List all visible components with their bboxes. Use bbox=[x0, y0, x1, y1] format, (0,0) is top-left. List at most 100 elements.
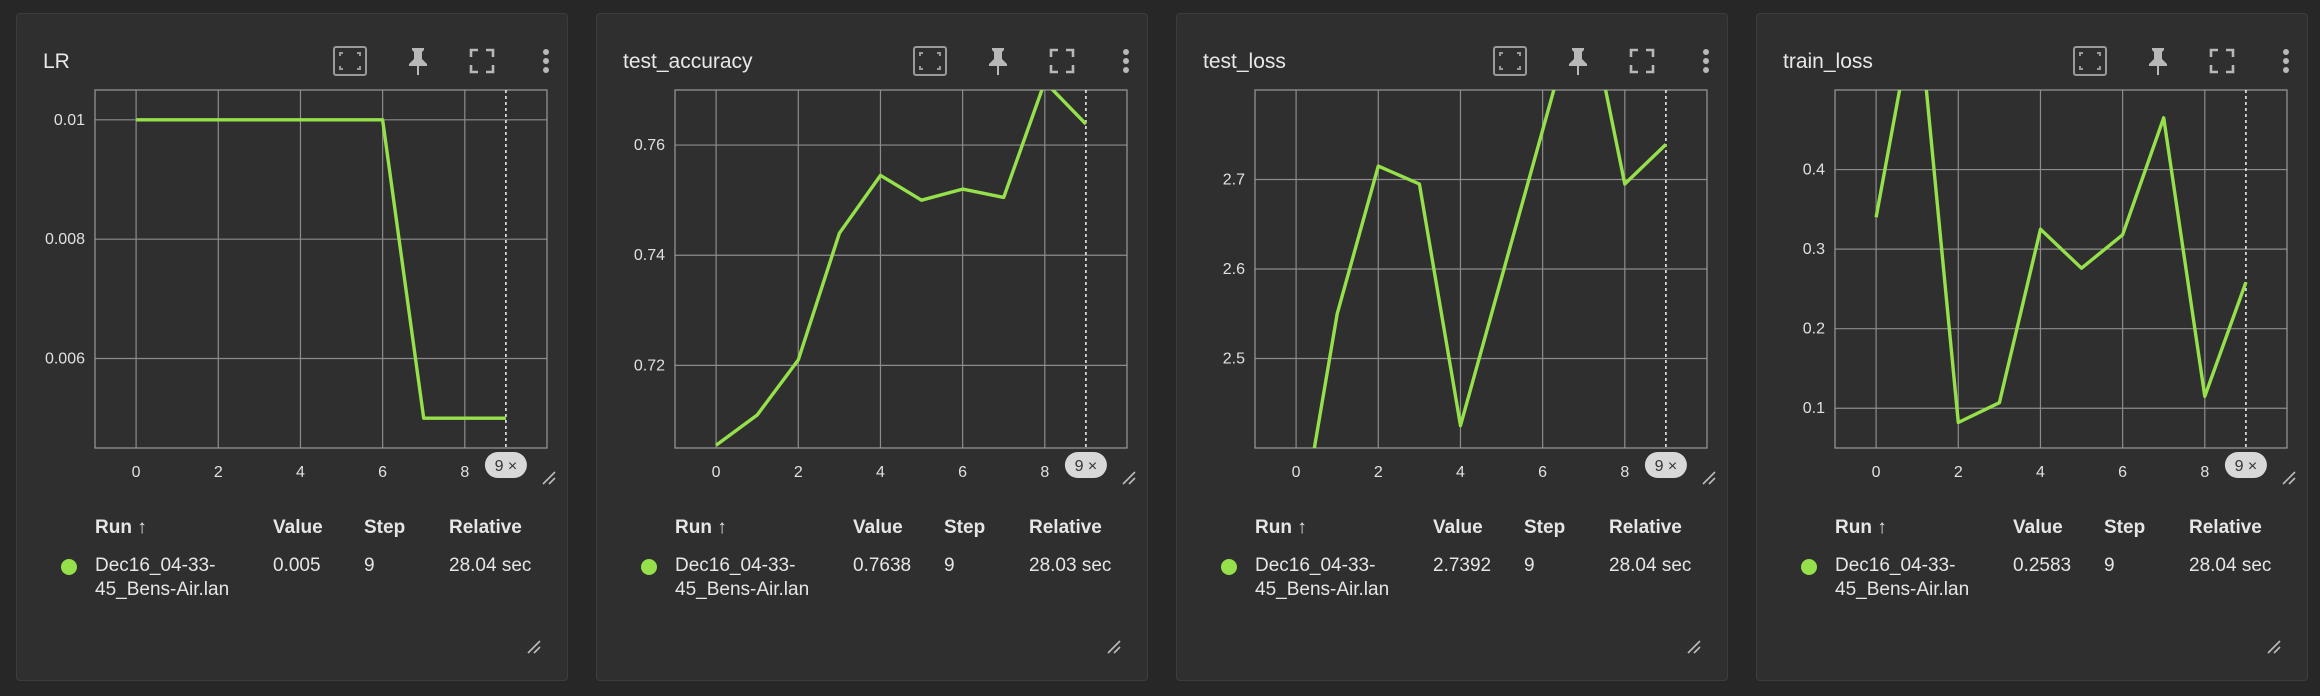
run-name-line1: Dec16_04-33- bbox=[675, 555, 796, 576]
line-chart[interactable]: 0 2 4 6 8 2.5 2.6 2.7 9 × bbox=[1177, 14, 1729, 514]
series-line[interactable] bbox=[136, 118, 506, 420]
step-badge[interactable]: 9 × bbox=[2224, 452, 2267, 478]
col-header-value[interactable]: Value bbox=[2013, 517, 2063, 538]
run-step: 9 bbox=[944, 555, 955, 576]
run-relative: 28.03 sec bbox=[1029, 555, 1112, 576]
run-name-line1: Dec16_04-33- bbox=[1255, 555, 1376, 576]
step-badge-label: 9 × bbox=[2235, 458, 2258, 475]
col-header-run[interactable]: Run ↑ bbox=[95, 517, 147, 538]
card-resize-handle[interactable] bbox=[1105, 638, 1121, 654]
chart-resize-icon[interactable] bbox=[542, 471, 556, 485]
run-relative: 28.04 sec bbox=[449, 555, 532, 576]
run-name-line2: 45_Bens-Air.lan bbox=[1835, 579, 1970, 600]
x-tick-label: 6 bbox=[958, 464, 967, 481]
col-header-step[interactable]: Step bbox=[364, 517, 406, 538]
fit-domain-button[interactable] bbox=[913, 44, 947, 78]
fit-domain-button[interactable] bbox=[1493, 44, 1527, 78]
more-options-button[interactable] bbox=[2269, 44, 2303, 78]
step-badge[interactable]: 9 × bbox=[1644, 452, 1687, 478]
x-tick-label: 2 bbox=[1374, 464, 1383, 481]
run-name: Dec16_04-33- 45_Bens-Air.lan bbox=[95, 554, 229, 602]
col-header-value[interactable]: Value bbox=[853, 517, 903, 538]
pin-button[interactable] bbox=[2141, 44, 2175, 78]
col-header-relative[interactable]: Relative bbox=[1029, 517, 1102, 538]
line-chart[interactable]: 0 2 4 6 8 0.1 0.2 0.3 0.4 9 × bbox=[1757, 14, 2309, 514]
run-relative: 28.04 sec bbox=[1609, 555, 1692, 576]
run-relative: 28.04 sec bbox=[2189, 555, 2272, 576]
fullscreen-button[interactable] bbox=[1045, 44, 1079, 78]
resize-icon bbox=[1107, 640, 1121, 654]
more-options-button[interactable] bbox=[529, 44, 563, 78]
col-header-relative[interactable]: Relative bbox=[449, 517, 522, 538]
run-color-dot[interactable] bbox=[641, 559, 657, 575]
chart-resize-icon[interactable] bbox=[1702, 471, 1716, 485]
pin-icon bbox=[2149, 48, 2167, 75]
card-title: test_loss bbox=[1203, 50, 1286, 73]
run-value: 0.005 bbox=[273, 555, 321, 576]
run-color-dot[interactable] bbox=[61, 559, 77, 575]
fit-domain-icon bbox=[1493, 46, 1527, 76]
y-tick-label: 0.1 bbox=[1803, 400, 1825, 417]
run-name-line2: 45_Bens-Air.lan bbox=[95, 579, 230, 600]
y-tick-label: 0.3 bbox=[1803, 241, 1825, 258]
col-header-run[interactable]: Run ↑ bbox=[1835, 517, 1887, 538]
x-tick-label: 8 bbox=[1040, 464, 1049, 481]
col-header-step[interactable]: Step bbox=[2104, 517, 2146, 538]
y-tick-label: 2.6 bbox=[1223, 261, 1245, 278]
col-header-run[interactable]: Run ↑ bbox=[675, 517, 727, 538]
chart-resize-icon[interactable] bbox=[2282, 471, 2296, 485]
series-line[interactable] bbox=[1296, 14, 1668, 514]
col-header-relative[interactable]: Relative bbox=[1609, 517, 1682, 538]
chart-card-train-loss: train_loss 0 2 4 6 8 0.1 0.2 0.3 0.4 9 × bbox=[1756, 13, 2308, 681]
run-value: 0.2583 bbox=[2013, 555, 2072, 576]
card-resize-handle[interactable] bbox=[1685, 638, 1701, 654]
line-chart[interactable]: 0 2 4 6 8 0.72 0.74 0.76 9 × bbox=[597, 14, 1149, 514]
plot-frame bbox=[674, 89, 1128, 449]
run-color-dot[interactable] bbox=[1801, 559, 1817, 575]
more-options-button[interactable] bbox=[1689, 44, 1723, 78]
pin-button[interactable] bbox=[1561, 44, 1595, 78]
more-vert-icon bbox=[1703, 49, 1709, 73]
run-name-line2: 45_Bens-Air.lan bbox=[1255, 579, 1390, 600]
series-line[interactable] bbox=[715, 82, 1088, 447]
x-tick-label: 0 bbox=[712, 464, 721, 481]
col-header-step[interactable]: Step bbox=[944, 517, 986, 538]
step-badge[interactable]: 9 × bbox=[484, 452, 527, 478]
fit-domain-button[interactable] bbox=[333, 44, 367, 78]
x-tick-label: 6 bbox=[2118, 464, 2127, 481]
run-color-dot[interactable] bbox=[1221, 559, 1237, 575]
col-header-run[interactable]: Run ↑ bbox=[1255, 517, 1307, 538]
fullscreen-button[interactable] bbox=[1625, 44, 1659, 78]
y-tick-label: 0.72 bbox=[634, 357, 665, 374]
step-badge[interactable]: 9 × bbox=[1064, 452, 1107, 478]
fit-domain-button[interactable] bbox=[2073, 44, 2107, 78]
chart-card-test-loss: test_loss 0 2 4 6 8 2.5 2.6 2.7 9 × bbox=[1176, 13, 1728, 681]
plot-frame bbox=[94, 89, 548, 449]
x-tick-label: 8 bbox=[460, 464, 469, 481]
series-line[interactable] bbox=[1874, 14, 2248, 425]
run-value: 0.7638 bbox=[853, 555, 912, 576]
fullscreen-button[interactable] bbox=[465, 44, 499, 78]
col-header-value[interactable]: Value bbox=[273, 517, 323, 538]
x-tick-label: 0 bbox=[1872, 464, 1881, 481]
x-tick-label: 0 bbox=[132, 464, 141, 481]
col-header-value[interactable]: Value bbox=[1433, 517, 1483, 538]
col-header-step[interactable]: Step bbox=[1524, 517, 1566, 538]
col-header-relative[interactable]: Relative bbox=[2189, 517, 2262, 538]
plot-frame bbox=[1834, 89, 2288, 449]
pin-button[interactable] bbox=[981, 44, 1015, 78]
run-step: 9 bbox=[1524, 555, 1535, 576]
fullscreen-button[interactable] bbox=[2205, 44, 2239, 78]
fullscreen-icon bbox=[1049, 48, 1075, 74]
x-tick-label: 4 bbox=[296, 464, 305, 481]
card-resize-handle[interactable] bbox=[525, 638, 541, 654]
card-resize-handle[interactable] bbox=[2265, 638, 2281, 654]
resize-icon bbox=[1687, 640, 1701, 654]
step-badge-label: 9 × bbox=[1075, 458, 1098, 475]
run-step: 9 bbox=[2104, 555, 2115, 576]
pin-icon bbox=[1569, 48, 1587, 75]
chart-resize-icon[interactable] bbox=[1122, 471, 1136, 485]
line-chart[interactable]: 0 2 4 6 8 0.006 0.008 0.01 9 × bbox=[17, 14, 569, 514]
more-options-button[interactable] bbox=[1109, 44, 1143, 78]
pin-button[interactable] bbox=[401, 44, 435, 78]
